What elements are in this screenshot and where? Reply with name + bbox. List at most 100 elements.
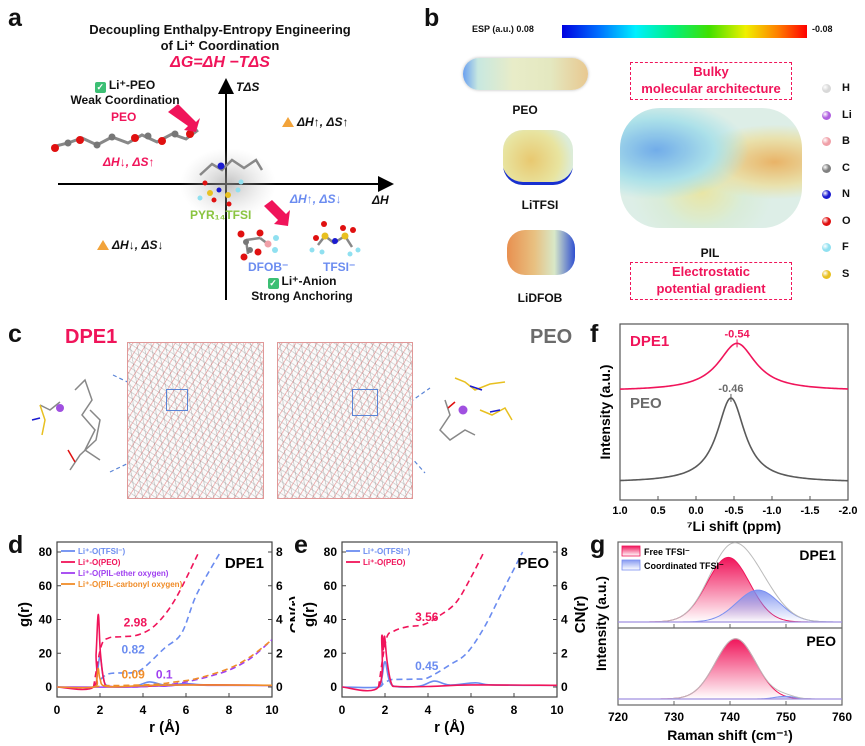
- warning-icon: [282, 117, 294, 127]
- series-group: [342, 551, 557, 692]
- y2-tick-label: 4: [561, 613, 568, 627]
- x-tick-label: 0: [339, 703, 346, 717]
- bulky-architecture-box: Bulky molecular architecture: [630, 62, 792, 100]
- cn-line-3: [93, 639, 272, 688]
- weak-coordination-sub: Weak Coordination: [70, 93, 180, 107]
- peo-label-b: PEO: [512, 103, 538, 117]
- x-tick-label: -1.5: [801, 505, 820, 517]
- quadrant-4-label: ΔH↑, ΔS↓: [290, 192, 342, 206]
- quadrant-2-label: ΔH↓, ΔS↑: [103, 155, 155, 169]
- element-label-n: N: [842, 188, 850, 200]
- y-axis-label: TΔS: [236, 80, 260, 94]
- litfsi-label: LiTFSI: [521, 198, 559, 212]
- chart-d: 0 2 4 6 8 10 0 20 40 60 80 0 2 4 6 8 r (Å) g(r) CN(r) Li⁺-O…: [16, 541, 295, 736]
- legend-swatch: [621, 559, 641, 571]
- pil-esp-surface: [620, 108, 802, 228]
- strong-anchoring-label: ✓ Li⁺-Anion Strong Anchoring: [232, 274, 372, 304]
- x-tick-label: -2.0: [839, 505, 858, 517]
- element-ball-o: [822, 216, 831, 226]
- y-axis-label: Intensity (a.u.): [597, 365, 613, 460]
- lidfob-esp-surface: [507, 230, 575, 275]
- legend-label: Li⁺-O(PIL-ether oxygen): [78, 569, 169, 578]
- esp-gradient-box: Electrostatic potential gradient: [630, 262, 792, 300]
- plot-frame: [619, 323, 849, 501]
- chart-title: PEO: [517, 555, 549, 572]
- gr-line-3: [57, 667, 272, 689]
- panel-label-g: g: [590, 531, 606, 559]
- x-tick-label: 2: [97, 703, 104, 717]
- check-icon: ✓: [267, 278, 279, 289]
- y2-tick-label: 2: [561, 646, 568, 660]
- chart-g: DPE1 PEO 720 730 740 750 760 Raman shift (cm⁻¹)…: [593, 541, 852, 743]
- x-tick-label: 8: [226, 703, 233, 717]
- tfsi-label: TFSI⁻: [323, 260, 356, 274]
- arrow-to-anion: [264, 200, 290, 226]
- x-tick-label: 4: [425, 703, 432, 717]
- x-tick-label: 0.0: [688, 505, 703, 517]
- series-label-peo: PEO: [630, 395, 662, 412]
- panel-label-a: a: [8, 4, 22, 32]
- peak-label: -0.46: [718, 383, 743, 395]
- peo-solvation-cluster: [439, 377, 513, 441]
- cn-line-1: [92, 551, 200, 688]
- title-line-1: Decoupling Enthalpy-Entropy Engineering: [89, 22, 351, 37]
- y2-tick-label: 6: [276, 579, 283, 593]
- panel-label-d: d: [8, 531, 24, 559]
- x-axis-label: Raman shift (cm⁻¹): [667, 727, 793, 743]
- x-tick-label: 750: [776, 710, 796, 724]
- series-label-dpe1: DPE1: [630, 333, 669, 350]
- lidfob-label: LiDFOB: [517, 291, 563, 305]
- y2-tick-label: 4: [276, 613, 283, 627]
- annotation-label: 3.56: [415, 610, 439, 624]
- element-label-f: F: [842, 241, 849, 253]
- dpe1-md-box: [127, 342, 264, 499]
- element-label-s: S: [842, 267, 850, 280]
- x-tick-label: 740: [720, 710, 740, 724]
- peak-area-1-1: [618, 696, 842, 699]
- x-tick-label: 8: [511, 703, 518, 717]
- nmr-line-dpe1: [619, 342, 849, 390]
- y-tick-label: 0: [330, 680, 337, 694]
- x-tick-label: 10: [550, 703, 564, 717]
- x-tick-label: 720: [608, 710, 628, 724]
- peak-area-0-1: [618, 590, 842, 622]
- x-tick-label: 1.0: [612, 505, 627, 517]
- pyr14-molecule: [197, 158, 264, 207]
- peo-selection-square: [352, 389, 378, 416]
- y-axis-label: Intensity (a.u.): [593, 576, 609, 671]
- y-tick-label: 0: [45, 680, 52, 694]
- legend-label: Coordinated TFSI⁻: [644, 561, 724, 571]
- x-axis-label: r (Å): [149, 719, 180, 736]
- litfsi-esp-surface: [503, 130, 573, 185]
- chart-title: DPE1: [225, 555, 264, 572]
- y-tick-label: 20: [324, 646, 338, 660]
- y2-axis-label: CN(r): [572, 596, 589, 634]
- element-label-b: B: [842, 135, 850, 147]
- esp-max: 0.08: [516, 24, 534, 34]
- element-ball-li: [822, 110, 831, 120]
- peak-area-1-0: [618, 638, 842, 699]
- title-line-2: of Li⁺ Coordination: [160, 38, 280, 53]
- x-axis-label: ΔH: [372, 193, 389, 207]
- panel-label-f: f: [590, 320, 599, 348]
- esp-colorbar: [562, 25, 807, 38]
- annotation-label: 0.45: [415, 659, 439, 673]
- x-tick-label: 0.5: [650, 505, 665, 517]
- element-label-h: H: [842, 82, 850, 94]
- y2-tick-label: 0: [276, 680, 283, 694]
- x-tick-label: 730: [664, 710, 684, 724]
- x-tick-label: 6: [183, 703, 190, 717]
- legend-label: Li⁺-O(PEO): [78, 558, 121, 567]
- pil-label: PIL: [700, 246, 720, 260]
- y-axis-label: g(r): [16, 602, 33, 627]
- chart-f: 1.0 0.5 0.0 -0.5 -1.0 -1.5 -2.0 ⁷Li shift (ppm)…: [597, 323, 858, 534]
- esp-label: ESP (a.u.) 0.08: [472, 24, 534, 34]
- x-tick-label: 10: [265, 703, 279, 717]
- pyr14tfsi-shadow: [180, 148, 276, 220]
- dpe1-label-c: DPE1: [65, 326, 118, 348]
- series-group: [57, 551, 272, 691]
- element-label-li: Li: [842, 108, 852, 121]
- annotation-label: 2.98: [124, 615, 148, 629]
- x-tick-label: -0.5: [725, 505, 744, 517]
- tfsi-molecule: [309, 221, 361, 257]
